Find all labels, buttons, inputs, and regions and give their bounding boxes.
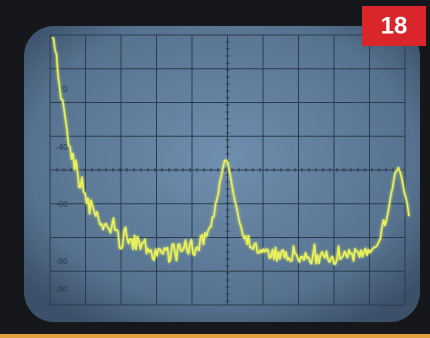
bottom-strip — [0, 334, 430, 338]
badge-number: 18 — [381, 12, 408, 39]
trace — [52, 37, 410, 265]
scale-label: -90 — [56, 285, 68, 294]
scale-label: -40 — [56, 143, 68, 152]
badge-box — [362, 6, 426, 46]
scale-label: -80 — [56, 257, 68, 266]
scale-label: -60 — [56, 200, 68, 209]
scale-label: -20 — [56, 85, 68, 94]
